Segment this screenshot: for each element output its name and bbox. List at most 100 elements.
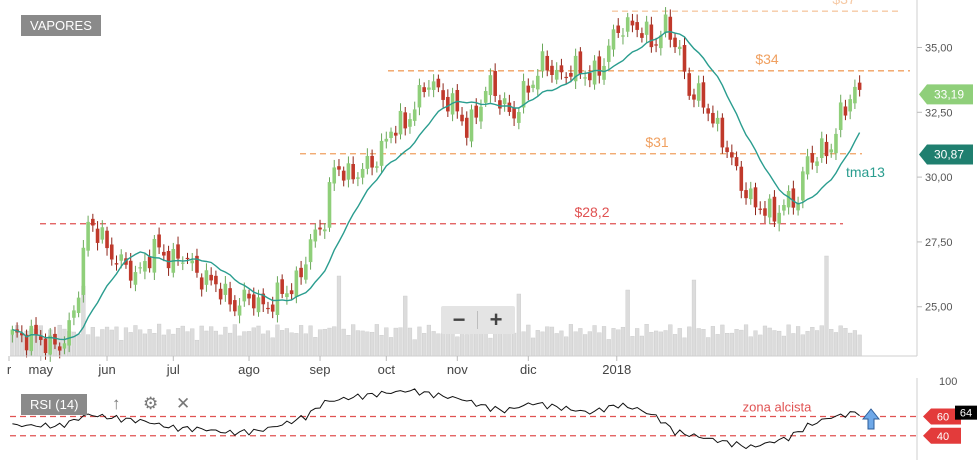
volume-bar (781, 335, 786, 357)
volume-bar (119, 340, 124, 357)
volume-bar (535, 330, 540, 357)
volume-bar (175, 328, 181, 357)
candle-body (635, 22, 639, 30)
candle-body (517, 112, 521, 123)
volume-bar (611, 328, 616, 357)
candle-body (48, 335, 53, 355)
volume-bar (261, 333, 266, 357)
volume-bar (654, 330, 659, 357)
candle-body (730, 152, 734, 158)
volume-bar (341, 328, 346, 357)
volume-bar (142, 333, 147, 357)
candle-body (711, 112, 715, 124)
candle-body (147, 256, 152, 269)
volume-bar (507, 332, 512, 357)
volume-bar (805, 331, 810, 357)
candle-body (403, 112, 408, 129)
candle-body (223, 283, 228, 295)
volume-bar (578, 328, 583, 357)
volume-bar (758, 334, 763, 357)
candle-body (535, 75, 540, 90)
volume-bar (620, 326, 626, 357)
volume-bar (800, 334, 805, 357)
volume-bar (777, 330, 782, 357)
volume-bar (445, 331, 450, 357)
rsi-level-label: 40 (937, 431, 949, 443)
candle-body (436, 78, 441, 88)
volume-bar (564, 336, 569, 357)
candle-body (720, 117, 725, 148)
rsi-level-badge (923, 408, 961, 425)
volume-bar (327, 327, 332, 357)
candle-body (152, 238, 157, 273)
volume-bar (696, 328, 701, 357)
candle-body (763, 208, 767, 216)
volume-bar (687, 326, 692, 357)
volume-bar (313, 337, 318, 357)
candle-body (810, 153, 815, 163)
zoom-in-button[interactable]: + (489, 307, 503, 332)
volume-bar (180, 325, 185, 357)
candle-body (43, 338, 48, 354)
gear-icon[interactable]: ⚙ (143, 394, 159, 413)
candle-body (233, 300, 237, 312)
candle-body (479, 106, 483, 122)
arrow-up-icon[interactable]: ↑ (112, 394, 121, 413)
volume-bar (516, 293, 521, 357)
volume-bar (701, 329, 706, 357)
candle-body (346, 163, 351, 180)
candle-body (512, 107, 516, 119)
candle-body (318, 227, 322, 230)
volume-bar (90, 327, 95, 357)
candle-body (351, 164, 355, 180)
last-price-badge: 33,19 (934, 87, 964, 101)
volume-bar (436, 333, 441, 357)
candle-body (57, 346, 62, 351)
candle-body (38, 336, 43, 340)
volume-bar (336, 275, 342, 357)
moving-average-label: tma13 (846, 164, 885, 180)
candle-body (289, 290, 294, 295)
candle-body (550, 65, 554, 76)
volume-bar (658, 331, 663, 357)
volume-bar (256, 325, 261, 357)
volume-bar (374, 324, 379, 357)
volume-bar (346, 335, 351, 357)
zoom-out-button[interactable]: − (452, 307, 466, 332)
candle-body (696, 83, 701, 101)
close-icon[interactable]: ✕ (176, 394, 191, 413)
volume-bar (838, 325, 843, 357)
candle-body (606, 45, 611, 62)
volume-bar (625, 289, 630, 357)
candle-body (389, 131, 393, 138)
volume-bar (630, 336, 635, 357)
candle-body (630, 20, 635, 26)
volume-bar (559, 330, 564, 357)
time-tick-label: nov (447, 362, 468, 377)
candle-body (417, 85, 422, 108)
volume-bar (819, 325, 824, 357)
volume-bar (833, 332, 839, 357)
rsi-indicator-label[interactable]: RSI (14) (21, 394, 88, 415)
candle-body (81, 247, 86, 295)
candle-body (673, 37, 677, 48)
candle-body (29, 325, 34, 352)
candle-body (76, 297, 81, 313)
candle-body (365, 156, 370, 169)
volume-bar (355, 330, 360, 357)
candle-body (256, 297, 261, 313)
rsi-value-badge (955, 405, 977, 420)
volume-bar (317, 329, 323, 357)
volume-bar (455, 336, 460, 357)
candle-body (682, 45, 687, 72)
volume-bar (133, 325, 138, 357)
candle-body (588, 72, 592, 81)
candle-body (100, 227, 105, 240)
volume-bar (265, 330, 271, 357)
candle-body (815, 161, 819, 166)
volume-bar (639, 335, 644, 357)
volume-bar (152, 333, 157, 357)
candle-body (692, 94, 696, 100)
candle-body (687, 73, 692, 96)
